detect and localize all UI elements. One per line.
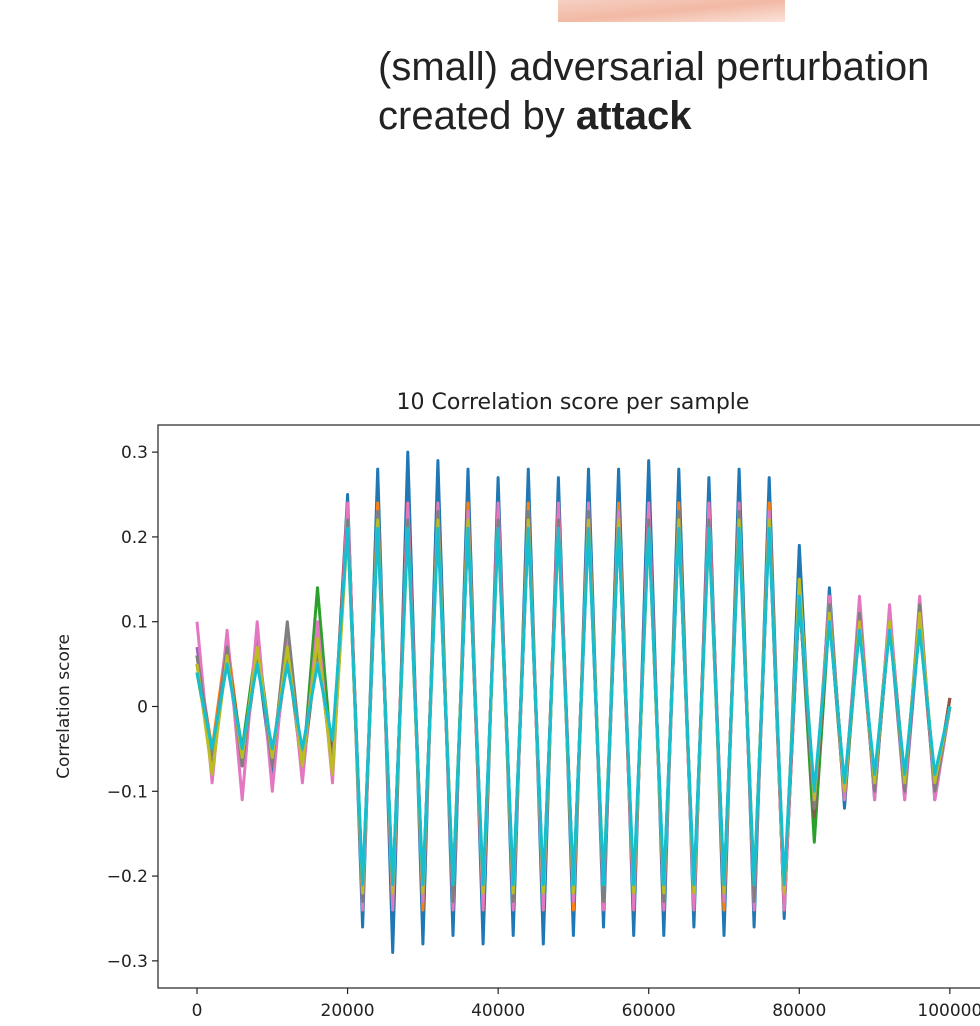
caption-line: created by attack <box>378 94 692 138</box>
x-tick-label: 100000 <box>917 1001 980 1021</box>
x-tick-label: 20000 <box>321 1001 375 1021</box>
perturbation-image <box>558 0 785 22</box>
x-tick-label: 0 <box>192 1001 203 1021</box>
chart-title: 10 Correlation score per sample <box>397 390 750 415</box>
chart: 10 Correlation score per sample Correlati… <box>54 390 980 1021</box>
caption-text: created by <box>378 94 565 138</box>
y-tick-label: −0.1 <box>107 782 148 802</box>
x-tick-label: 40000 <box>471 1001 525 1021</box>
plot-frame <box>157 424 980 989</box>
y-axis-label: Correlation score <box>54 634 74 779</box>
y-tick-label: −0.2 <box>107 867 148 887</box>
y-tick-label: 0.1 <box>121 613 148 633</box>
x-tick-label: 80000 <box>772 1001 826 1021</box>
y-tick-label: −0.3 <box>107 952 148 972</box>
caption-line: (small) adversarial perturbation <box>378 45 929 89</box>
y-tick-label: 0 <box>137 698 148 718</box>
caption-bold: attack <box>576 94 692 138</box>
x-tick-label: 60000 <box>622 1001 676 1021</box>
series-line <box>195 526 952 887</box>
y-tick-label: 0.3 <box>121 443 148 463</box>
y-tick-label: 0.2 <box>121 528 148 548</box>
